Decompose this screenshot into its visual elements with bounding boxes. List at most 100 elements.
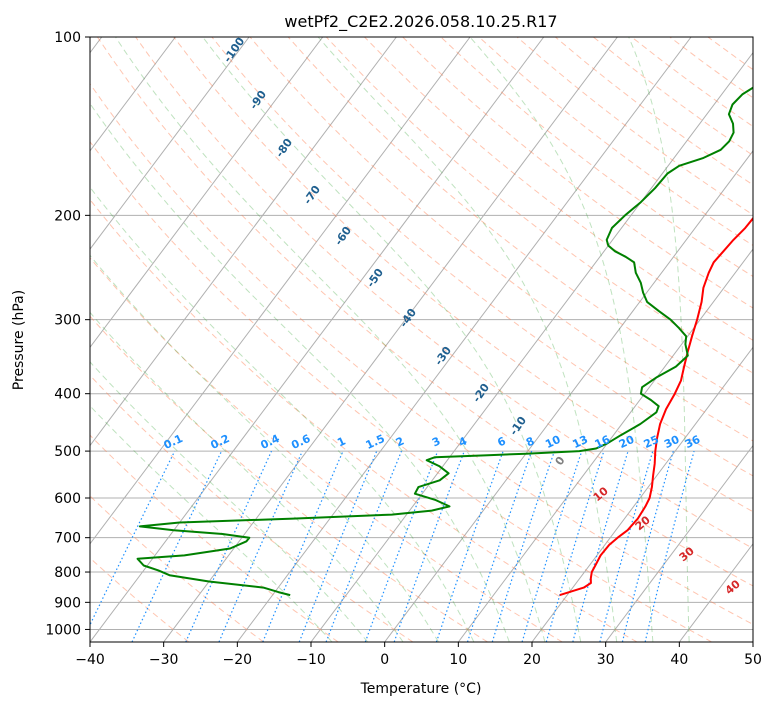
- mixing-ratio-label: 6: [495, 434, 508, 449]
- mixing-ratio-label: 2: [394, 434, 406, 449]
- dry-adiabat: [90, 257, 563, 642]
- mixing-ratio-label: 20: [617, 433, 637, 451]
- dry-adiabat: [440, 37, 753, 278]
- moist-adiabat: [90, 254, 439, 642]
- axes: −40 −30 −20 −10 0 10 20 30 40 5010020030040050060…: [45, 30, 762, 668]
- dry-adiabat: [249, 37, 753, 442]
- mixing-ratio-label: 0.2: [208, 432, 231, 452]
- mixing-ratio-label: 1: [335, 434, 347, 449]
- isotherm: [384, 150, 753, 642]
- y-tick-label: 600: [54, 491, 81, 507]
- y-tick-label: 500: [54, 444, 81, 460]
- dry-adiabat-label: -20: [470, 381, 492, 405]
- mixing-ratio-line: [644, 450, 695, 642]
- isotherm: [310, 51, 753, 642]
- dry-adiabat: [90, 495, 264, 642]
- mixing-ratio-line: [262, 450, 344, 642]
- mixing-ratio-line: [298, 450, 378, 642]
- x-tick-label: −10: [296, 652, 326, 668]
- x-axis-title: Temperature (°C): [360, 681, 482, 697]
- mixing-ratio-line: [218, 450, 303, 642]
- dry-adiabat-label: -100: [221, 35, 248, 65]
- background-lines: [90, 37, 753, 642]
- y-tick-label: 700: [54, 531, 81, 547]
- x-tick-label: 0: [380, 652, 389, 668]
- dry-adiabat-label: -60: [332, 224, 354, 248]
- moist-adiabat: [90, 361, 369, 642]
- mixing-ratio-line: [435, 450, 504, 642]
- y-tick-label: 400: [54, 387, 81, 403]
- y-axis-title: Pressure (hPa): [11, 290, 27, 390]
- mixing-ratio-label: 0.1: [162, 432, 185, 452]
- chart-title: wetPf2_C2E2.2026.058.10.25.R17: [284, 12, 557, 32]
- dry-adiabat: [90, 140, 712, 642]
- mixing-ratio-line: [521, 450, 583, 642]
- dry-adiabat: [135, 37, 753, 550]
- y-tick-label: 200: [54, 208, 81, 224]
- isotherm: [90, 37, 324, 349]
- mixing-ratio-label: 13: [571, 433, 590, 451]
- profile-series-line: [559, 216, 753, 597]
- dry-adiabat-label: -80: [273, 136, 295, 160]
- moist-adiabat: [115, 37, 546, 642]
- x-tick-label: 20: [523, 652, 541, 668]
- isotherm: [90, 37, 471, 545]
- mixing-ratio-line: [621, 450, 674, 642]
- moist-adiabat: [469, 37, 654, 642]
- isotherm: [90, 37, 545, 642]
- moist-adiabat: [90, 311, 404, 642]
- moist-adiabat: [628, 37, 690, 642]
- moist-adiabat-label: 10: [591, 484, 611, 504]
- dry-adiabat-label: -50: [364, 266, 386, 290]
- dry-adiabat: [96, 37, 753, 587]
- moist-adiabat: [317, 37, 618, 642]
- dry-adiabat: [478, 37, 753, 246]
- mixing-ratio-label: 1.5: [364, 432, 387, 452]
- x-tick-label: 40: [670, 652, 688, 668]
- dry-adiabat: [211, 37, 753, 477]
- isotherm: [163, 37, 618, 642]
- y-tick-label: 800: [54, 565, 81, 581]
- mixing-ratio-line: [185, 450, 273, 642]
- dry-adiabat: [90, 83, 753, 625]
- profile-lines: [136, 86, 753, 597]
- dry-adiabat-label: -90: [247, 88, 269, 112]
- mixing-ratio-label: 25: [642, 433, 661, 451]
- mixing-ratio-label: 0.6: [289, 432, 312, 452]
- dry-adiabat-label: 0: [553, 454, 568, 468]
- mixing-ratio-line: [466, 450, 533, 642]
- x-tick-label: −20: [223, 652, 253, 668]
- moist-adiabat-label: 20: [633, 513, 653, 533]
- dry-adiabat: [364, 37, 753, 341]
- mixing-ratio-label: 10: [543, 433, 563, 451]
- mixing-ratio-line: [364, 450, 439, 642]
- isotherm: [90, 37, 176, 152]
- dry-adiabat: [554, 37, 753, 186]
- mixing-ratio-label: 36: [683, 433, 703, 451]
- mixing-ratio-line: [545, 450, 605, 642]
- dry-adiabat: [173, 37, 753, 513]
- isotherm: [90, 37, 250, 250]
- x-tick-label: 10: [449, 652, 467, 668]
- dry-adiabat: [90, 557, 190, 642]
- mixing-ratio-label: 30: [662, 433, 682, 451]
- x-tick-label: 30: [597, 652, 615, 668]
- y-tick-label: 1000: [45, 622, 81, 638]
- mixing-ratio-label: 3: [430, 434, 442, 449]
- moist-adiabat: [90, 186, 475, 642]
- dry-adiabat-label: -10: [507, 414, 529, 438]
- dry-adiabat: [707, 37, 753, 71]
- dry-adiabat: [90, 198, 638, 642]
- moist-adiabat: [90, 405, 333, 642]
- y-tick-label: 300: [54, 313, 81, 329]
- isotherm: [457, 248, 753, 642]
- moist-adiabat: [202, 37, 582, 642]
- y-tick-label: 100: [54, 30, 81, 46]
- mixing-ratio-line: [491, 450, 555, 642]
- profile-series-line: [136, 86, 753, 597]
- x-tick-label: −30: [149, 652, 179, 668]
- isotherm: [236, 37, 692, 642]
- mixing-ratio-line: [393, 450, 465, 642]
- isotherm: [605, 444, 753, 642]
